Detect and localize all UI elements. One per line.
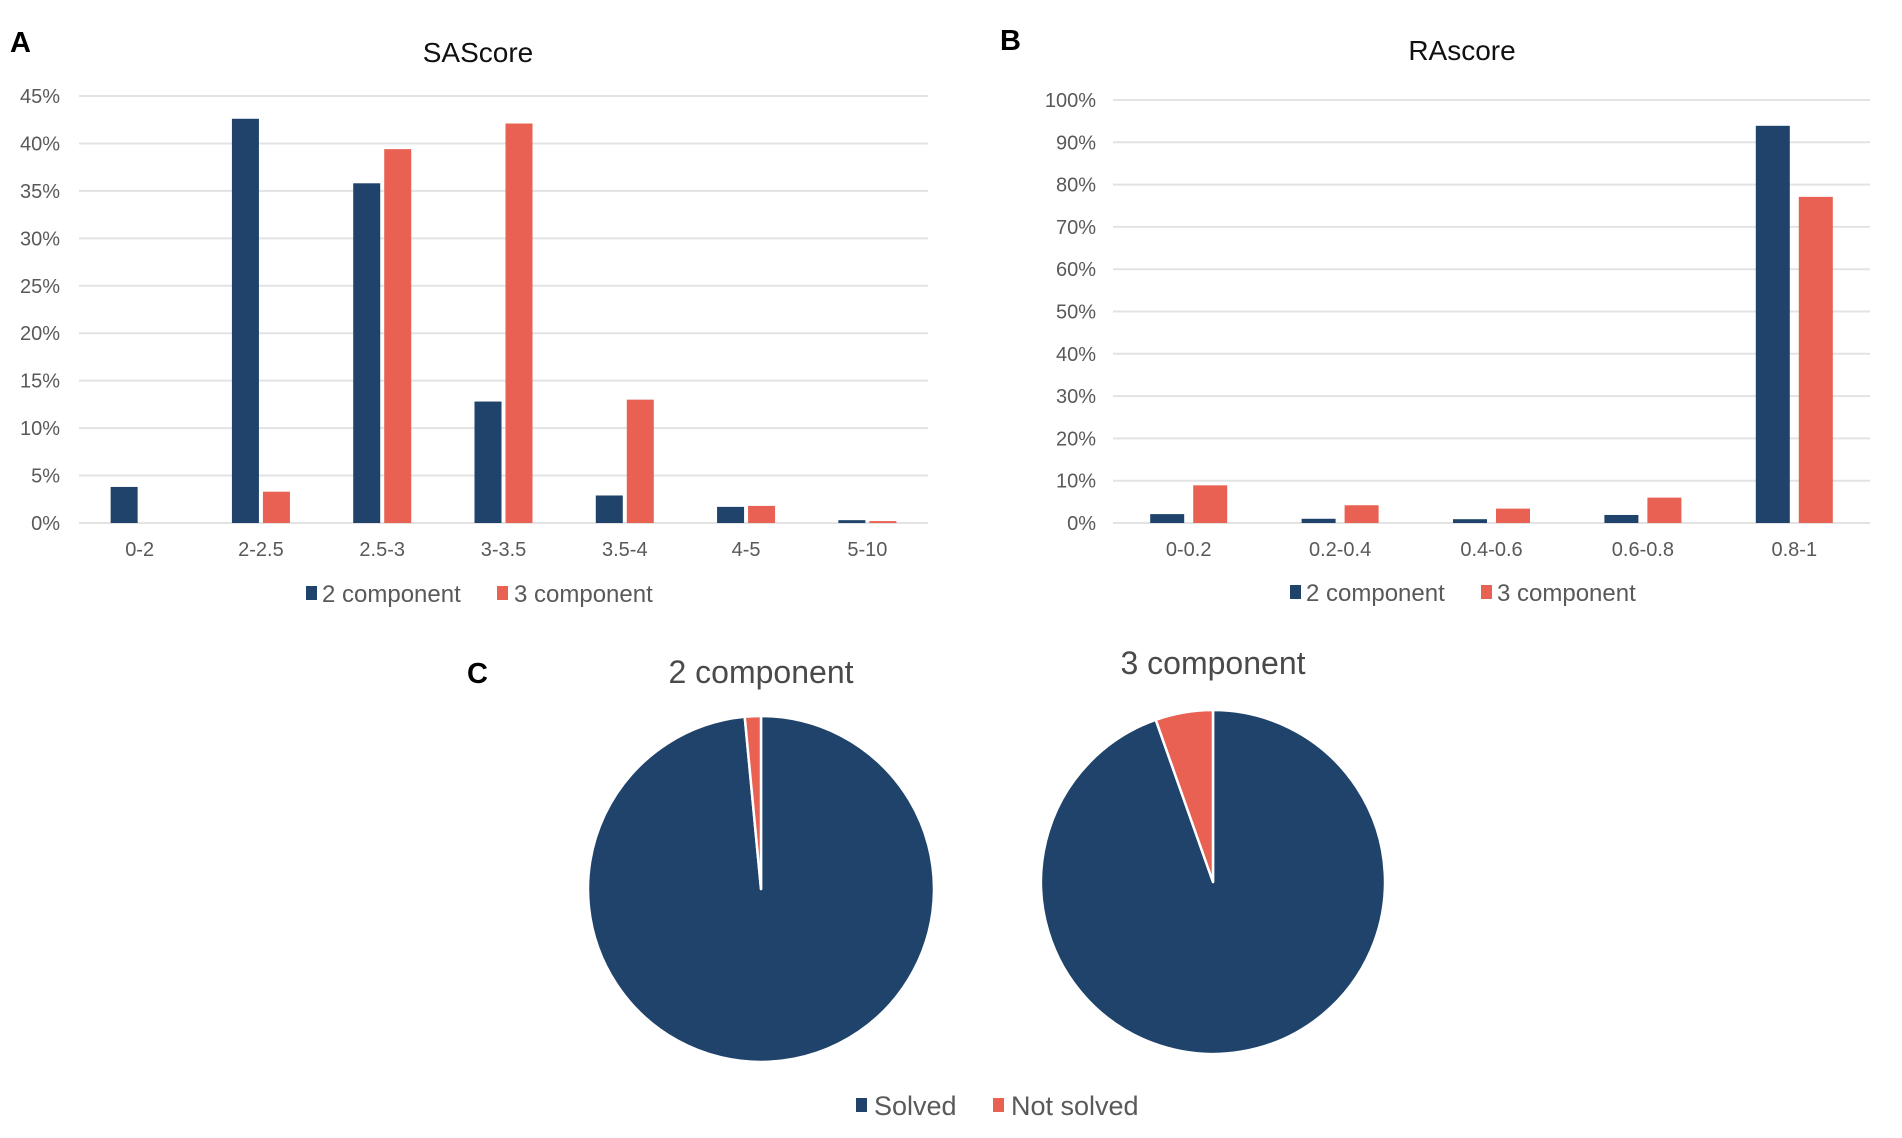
sascore-x-tick-label: 5-10 [847, 539, 887, 561]
sascore-title: SAScore [423, 37, 534, 68]
rascore-x-axis: 0-0.2 0.2-0.4 0.4-0.6 0.6-0.8 0.8-1 [1166, 539, 1817, 561]
panel-label-a: A [10, 27, 31, 59]
rascore-y-tick-label: 10% [1056, 471, 1096, 493]
sascore-x-tick-label: 4-5 [732, 539, 761, 561]
rascore-bar-3-component [1647, 497, 1682, 523]
sascore-y-tick-label: 20% [20, 323, 60, 345]
legend-swatch-2-component [1290, 585, 1301, 599]
rascore-bar-2-component [1453, 519, 1487, 523]
panel-label-c: C [467, 658, 488, 690]
pie-slice-not-solved [1154, 708, 1215, 884]
sascore-bar-3-component [748, 505, 776, 523]
rascore-bar-2-component [1301, 518, 1336, 523]
pie-slice-not-solved [743, 714, 763, 891]
sascore-x-tick-label: 3.5-4 [602, 539, 648, 561]
sascore-y-tick-label: 0% [31, 513, 60, 535]
rascore-gridlines [1113, 99, 1870, 524]
legend-label-2-component: 2 component [1306, 580, 1445, 607]
rascore-bar-2-component [1755, 125, 1790, 523]
pie-slices-3-component [1039, 708, 1387, 1056]
panel-label-b: B [1000, 25, 1021, 57]
sascore-gridlines [79, 95, 928, 524]
rascore-y-tick-label: 60% [1056, 259, 1096, 281]
legend-swatch-3-component [497, 586, 508, 600]
legend-swatch-not-solved [993, 1098, 1004, 1112]
sascore-bar-3-component [505, 123, 533, 524]
rascore-y-tick-label: 100% [1045, 90, 1096, 112]
sascore-y-tick-label: 5% [31, 466, 60, 488]
rascore-y-tick-label: 90% [1056, 132, 1096, 154]
rascore-x-tick-label: 0.4-0.6 [1460, 539, 1522, 561]
pie-chart-2-component: 2 component [586, 654, 936, 1064]
sascore-y-tick-label: 10% [20, 418, 60, 440]
sascore-bar-2-component [595, 495, 623, 523]
pie-chart-3-component: 3 component [1039, 645, 1387, 1056]
rascore-y-tick-label: 50% [1056, 302, 1096, 324]
legend-label-not-solved: Not solved [1011, 1091, 1139, 1121]
sascore-legend: 2 component 3 component [306, 581, 653, 608]
rascore-x-tick-label: 0-0.2 [1166, 539, 1212, 561]
sascore-bar-2-component [474, 401, 502, 523]
sascore-bar-3-component [262, 491, 290, 523]
sascore-bar-3-component [626, 399, 654, 523]
rascore-y-tick-label: 30% [1056, 386, 1096, 408]
rascore-bar-2-component [1150, 514, 1185, 523]
rascore-bars [1150, 125, 1833, 523]
legend-label-2-component: 2 component [322, 581, 461, 608]
rascore-legend: 2 component 3 component [1290, 580, 1636, 607]
pie-slices-2-component [586, 714, 936, 1064]
rascore-y-tick-label: 80% [1056, 175, 1096, 197]
sascore-x-tick-label: 2.5-3 [359, 539, 405, 561]
sascore-bar-2-component [717, 506, 745, 523]
sascore-bar-2-component [353, 183, 381, 523]
rascore-bar-3-component [1798, 196, 1833, 523]
rascore-y-tick-label: 20% [1056, 428, 1096, 450]
rascore-y-axis: 0% 10% 20% 30% 40% 50% 60% 70% 80% 90% 100% [1045, 90, 1096, 535]
legend-label-3-component: 3 component [514, 581, 653, 608]
rascore-bar-3-component [1344, 505, 1379, 523]
rascore-x-tick-label: 0.8-1 [1772, 539, 1818, 561]
rascore-y-tick-label: 70% [1056, 217, 1096, 239]
rascore-bar-3-component [1193, 485, 1228, 523]
sascore-bar-chart: SAScore 0% 5% 10% 15% 20% 25% 30% 35% 40% 45% 0-2… [20, 37, 928, 608]
rascore-y-tick-label: 40% [1056, 344, 1096, 366]
sascore-x-axis: 0-2 2-2.5 2.5-3 3-3.5 3.5-4 4-5 5-10 [125, 539, 887, 561]
sascore-y-tick-label: 25% [20, 276, 60, 298]
sascore-bar-3-component [384, 149, 412, 524]
rascore-bar-2-component [1604, 514, 1639, 523]
sascore-bar-2-component [231, 118, 259, 524]
sascore-y-tick-label: 35% [20, 181, 60, 203]
rascore-x-tick-label: 0.2-0.4 [1309, 539, 1371, 561]
rascore-x-tick-label: 0.6-0.8 [1612, 539, 1674, 561]
sascore-bar-2-component [838, 520, 866, 523]
pie-title-3-component: 3 component [1120, 645, 1305, 681]
legend-label-solved: Solved [874, 1091, 957, 1121]
legend-label-3-component: 3 component [1497, 580, 1636, 607]
sascore-x-tick-label: 2-2.5 [238, 539, 284, 561]
rascore-bar-3-component [1496, 508, 1530, 523]
rascore-title: RAscore [1408, 35, 1515, 66]
pie-legend: Solved Not solved [856, 1091, 1139, 1121]
legend-swatch-2-component [306, 586, 317, 600]
sascore-y-tick-label: 45% [20, 86, 60, 108]
sascore-y-tick-label: 15% [20, 371, 60, 393]
rascore-y-tick-label: 0% [1067, 513, 1096, 535]
sascore-y-tick-label: 30% [20, 228, 60, 250]
sascore-x-tick-label: 0-2 [125, 539, 154, 561]
sascore-y-axis: 0% 5% 10% 15% 20% 25% 30% 35% 40% 45% [20, 86, 60, 535]
sascore-bar-3-component [869, 521, 897, 523]
sascore-y-tick-label: 40% [20, 133, 60, 155]
pie-title-2-component: 2 component [668, 654, 853, 690]
legend-swatch-solved [856, 1098, 867, 1112]
sascore-bar-2-component [110, 486, 138, 523]
sascore-x-tick-label: 3-3.5 [481, 539, 527, 561]
sascore-bars [110, 118, 897, 524]
rascore-bar-chart: RAscore 0% 10% 20% 30% 40% 50% 60% 70% 80% 90% 100… [1045, 35, 1870, 607]
legend-swatch-3-component [1481, 585, 1492, 599]
